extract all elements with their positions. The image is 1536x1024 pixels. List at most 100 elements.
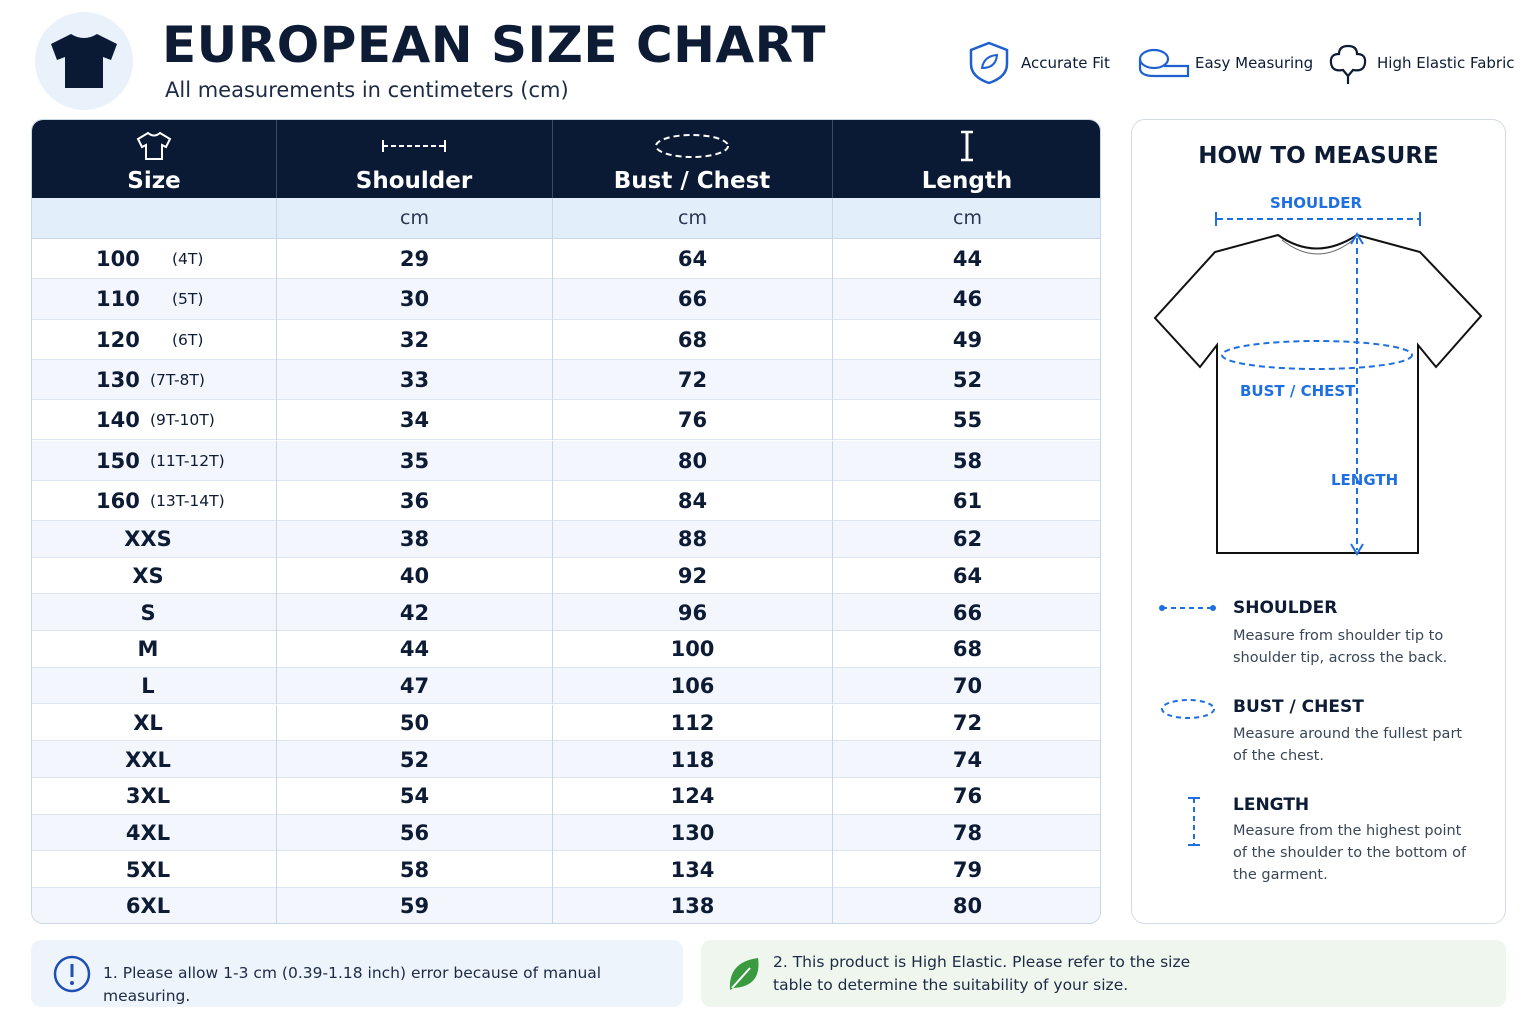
table-row <box>32 359 1100 401</box>
info-icon <box>53 955 91 993</box>
cell-value: 44 <box>276 631 552 668</box>
column-icon <box>32 128 276 164</box>
guide-item-text: Measure around the fullest part of the c… <box>1233 726 1463 764</box>
cell-value: 124 <box>552 777 832 815</box>
table-row <box>32 814 1100 852</box>
cell-value: 52 <box>832 359 1100 401</box>
table-row <box>32 279 1100 320</box>
cell-value: 42 <box>276 594 552 632</box>
table-row <box>32 239 1100 280</box>
guide-item-text: Measure from the highest point of the sh… <box>1233 823 1467 883</box>
age-label: (11T-12T) <box>150 451 225 470</box>
cell-value: 32 <box>276 319 552 360</box>
diagram-label: BUST / CHEST <box>1240 382 1356 400</box>
note: 1. Please allow 1-3 cm (0.39-1.18 inch) … <box>103 964 602 1005</box>
feature: High Elastic Fabric <box>1377 54 1515 72</box>
table-row <box>32 480 1100 522</box>
unit-bg <box>32 198 276 239</box>
cell-value: 54 <box>276 777 552 815</box>
cell-value: 72 <box>552 359 832 401</box>
header-icon <box>35 12 133 110</box>
cell-value: 118 <box>552 741 832 778</box>
cell-value: 100 <box>552 631 832 668</box>
size-label: 150 <box>96 448 140 473</box>
diagram-label: SHOULDER <box>1269 194 1363 212</box>
table-row <box>32 777 1100 815</box>
cell-value: 58 <box>276 851 552 888</box>
size-label: XS <box>132 564 164 589</box>
table-row <box>32 851 1100 888</box>
cell-value: 36 <box>276 480 552 522</box>
guide-item-title: BUST / CHEST <box>1233 697 1364 717</box>
cell-value: 64 <box>552 239 832 280</box>
cell-value: 80 <box>832 888 1100 923</box>
age-label: (4T) <box>172 250 204 269</box>
cell-value: 61 <box>832 480 1100 522</box>
age-label: (9T-10T) <box>150 411 215 430</box>
table-row <box>32 704 1100 742</box>
size-label: 110 <box>96 287 140 312</box>
column-header: Length <box>921 168 1013 194</box>
table-row <box>32 400 1100 441</box>
table-row <box>32 521 1100 558</box>
header-bg <box>276 120 552 198</box>
cell-value: 34 <box>276 400 552 441</box>
column-icon <box>832 128 1100 164</box>
table-row <box>32 440 1100 481</box>
size-label: XL <box>133 710 163 735</box>
cell-value: 33 <box>276 359 552 401</box>
cell-value: 56 <box>276 814 552 852</box>
cell-value: 50 <box>276 704 552 742</box>
table-row <box>32 667 1100 705</box>
column-header: Size <box>127 168 181 194</box>
size-table: Size Shoulder cm Bust / Chest cm Length cm 100 (… <box>31 119 1101 924</box>
guide-item-title: LENGTH <box>1233 795 1310 815</box>
guide-item-text: Measure from shoulder tip to shoulder ti… <box>1233 628 1448 666</box>
size-label: L <box>141 674 155 699</box>
cell-value: 68 <box>832 631 1100 668</box>
unit-bg: cm <box>552 198 832 239</box>
cell-value: 55 <box>832 400 1100 441</box>
shirt-diagram <box>1153 212 1483 846</box>
size-label: M <box>137 637 159 662</box>
cell-value: 79 <box>832 851 1100 888</box>
cell-value: 76 <box>832 777 1100 815</box>
size-label: 120 <box>96 327 140 352</box>
cell-value: 30 <box>276 279 552 320</box>
cell-value: 80 <box>552 440 832 481</box>
column-header: Bust / Chest <box>613 168 771 194</box>
guide-item-title: SHOULDER <box>1233 598 1338 618</box>
cell-value: 46 <box>832 279 1100 320</box>
diagram-label: LENGTH <box>1331 471 1399 489</box>
cell-value: 58 <box>832 440 1100 481</box>
guide-panel <box>1131 119 1506 924</box>
cell-value: 38 <box>276 521 552 558</box>
cell-value: 112 <box>552 704 832 742</box>
size-label: S <box>140 600 156 625</box>
table-row <box>32 888 1100 923</box>
size-label: 3XL <box>125 784 171 809</box>
column-icon <box>276 128 552 164</box>
table-row <box>32 557 1100 595</box>
cell-value: 64 <box>832 557 1100 595</box>
cell-value: 138 <box>552 888 832 923</box>
cell-value: 70 <box>832 667 1100 705</box>
cell-value: 49 <box>832 319 1100 360</box>
column-icon <box>552 128 832 164</box>
size-label: 130 <box>96 368 140 393</box>
cell-value: 40 <box>276 557 552 595</box>
header-bg <box>552 120 832 198</box>
unit-bg: cm <box>832 198 1100 239</box>
cell-value: 84 <box>552 480 832 522</box>
cell-value: 96 <box>552 594 832 632</box>
table-row <box>32 319 1100 360</box>
title: EUROPEAN SIZE CHART <box>162 16 827 74</box>
cell-value: 76 <box>552 400 832 441</box>
note-box <box>701 940 1506 1007</box>
subtitle: All measurements in centimeters (cm) <box>165 78 569 102</box>
size-label: 5XL <box>125 857 171 882</box>
cell-value: 44 <box>832 239 1100 280</box>
cell-value: 78 <box>832 814 1100 852</box>
cell-value: 35 <box>276 440 552 481</box>
